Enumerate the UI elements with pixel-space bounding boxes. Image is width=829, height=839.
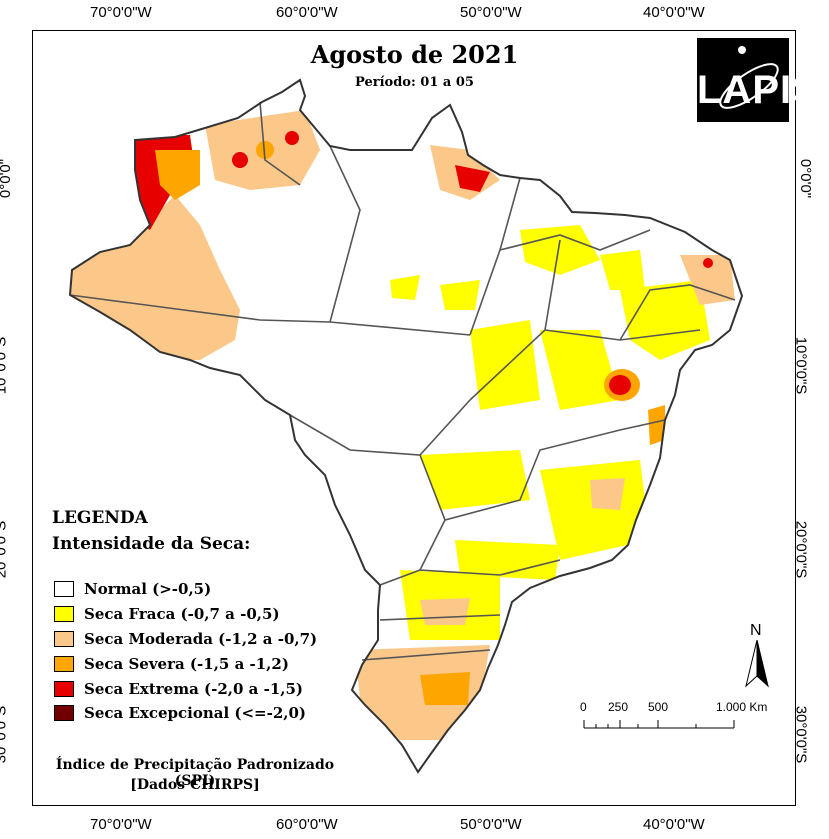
scale-label: 0	[580, 700, 587, 714]
scale-label: 500	[648, 700, 669, 714]
lon-tick-top-70w: 70°0'0"W	[90, 4, 152, 21]
legend-heading: LEGENDA	[52, 508, 148, 528]
footer-index: Índice de Precipitação Padronizado (SPI)	[55, 757, 335, 789]
legend-label: Seca Moderada (-1,2 a -0,7)	[84, 630, 318, 648]
drought-moderate-rs	[355, 645, 490, 740]
drought-severe-spot	[256, 141, 274, 159]
legend-label: Seca Severa (-1,5 a -1,2)	[84, 655, 289, 673]
logo-orbit-icon	[719, 46, 779, 109]
drought-severe-west	[155, 150, 200, 200]
scale-label: 250	[608, 700, 629, 714]
scale-bar: 0 250 500 1.000 Km	[578, 700, 778, 740]
legend-swatch	[54, 606, 74, 622]
legend-label: Seca Excepcional (<=-2,0)	[84, 704, 307, 722]
legend-label: Seca Extrema (-2,0 a -1,5)	[84, 680, 304, 698]
drought-moderate-area	[590, 478, 625, 510]
logo-text: LAPIS	[697, 68, 820, 112]
lon-tick-top-60w: 60°0'0"W	[276, 4, 338, 21]
map-frame	[32, 30, 796, 806]
drought-moderate-south	[420, 598, 470, 625]
drought-extreme-bahia	[609, 375, 631, 395]
drought-extreme-spot	[285, 131, 299, 145]
legend-swatch	[54, 656, 74, 672]
lon-tick-bottom-50w: 50°0'0"W	[460, 816, 522, 833]
drought-weak-area	[520, 225, 600, 275]
legend-label: Seca Fraca (-0,7 a -0,5)	[84, 605, 280, 623]
drought-weak-area	[600, 250, 645, 290]
lon-tick-bottom-70w: 70°0'0"W	[90, 816, 152, 833]
drought-severe-rs	[420, 672, 470, 705]
map-subtitle: Período: 01 a 05	[355, 75, 474, 90]
lon-tick-bottom-40w: 40°0'0"W	[643, 816, 705, 833]
legend-label: Normal (>-0,5)	[84, 580, 212, 598]
legend-swatch	[54, 581, 74, 597]
lon-tick-top-50w: 50°0'0"W	[460, 4, 522, 21]
footer-source: [Dados CHIRPS]	[130, 777, 260, 793]
lon-tick-top-40w: 40°0'0"W	[643, 4, 705, 21]
drought-extreme-amapa	[455, 165, 490, 192]
north-arrow-icon	[745, 640, 769, 688]
legend-swatch	[54, 681, 74, 697]
drought-weak-area	[420, 450, 530, 510]
scale-label: 1.000 Km	[716, 700, 768, 714]
legend-subheading: Intensidade da Seca:	[52, 534, 251, 554]
lapis-logo: LAPIS	[697, 38, 820, 122]
drought-weak-area	[390, 275, 420, 300]
drought-extreme-spot	[232, 152, 248, 168]
north-label: N	[750, 622, 762, 639]
drought-weak-area	[470, 320, 540, 410]
drought-weak-area	[620, 280, 710, 360]
drought-weak-area	[440, 280, 480, 310]
country-outline	[68, 78, 744, 774]
scale-ruler	[583, 720, 735, 729]
legend-swatch	[54, 705, 74, 721]
drought-extreme-ne	[703, 258, 713, 268]
drought-weak-area	[540, 330, 620, 410]
legend-swatch	[54, 631, 74, 647]
lon-tick-bottom-60w: 60°0'0"W	[276, 816, 338, 833]
map-title: Agosto de 2021	[310, 40, 519, 69]
drought-moderate-coast	[648, 405, 665, 445]
state-borders	[69, 101, 736, 661]
drought-weak-area	[455, 540, 560, 580]
north-arrow: N	[740, 622, 774, 692]
drought-moderate-ne	[680, 255, 735, 305]
